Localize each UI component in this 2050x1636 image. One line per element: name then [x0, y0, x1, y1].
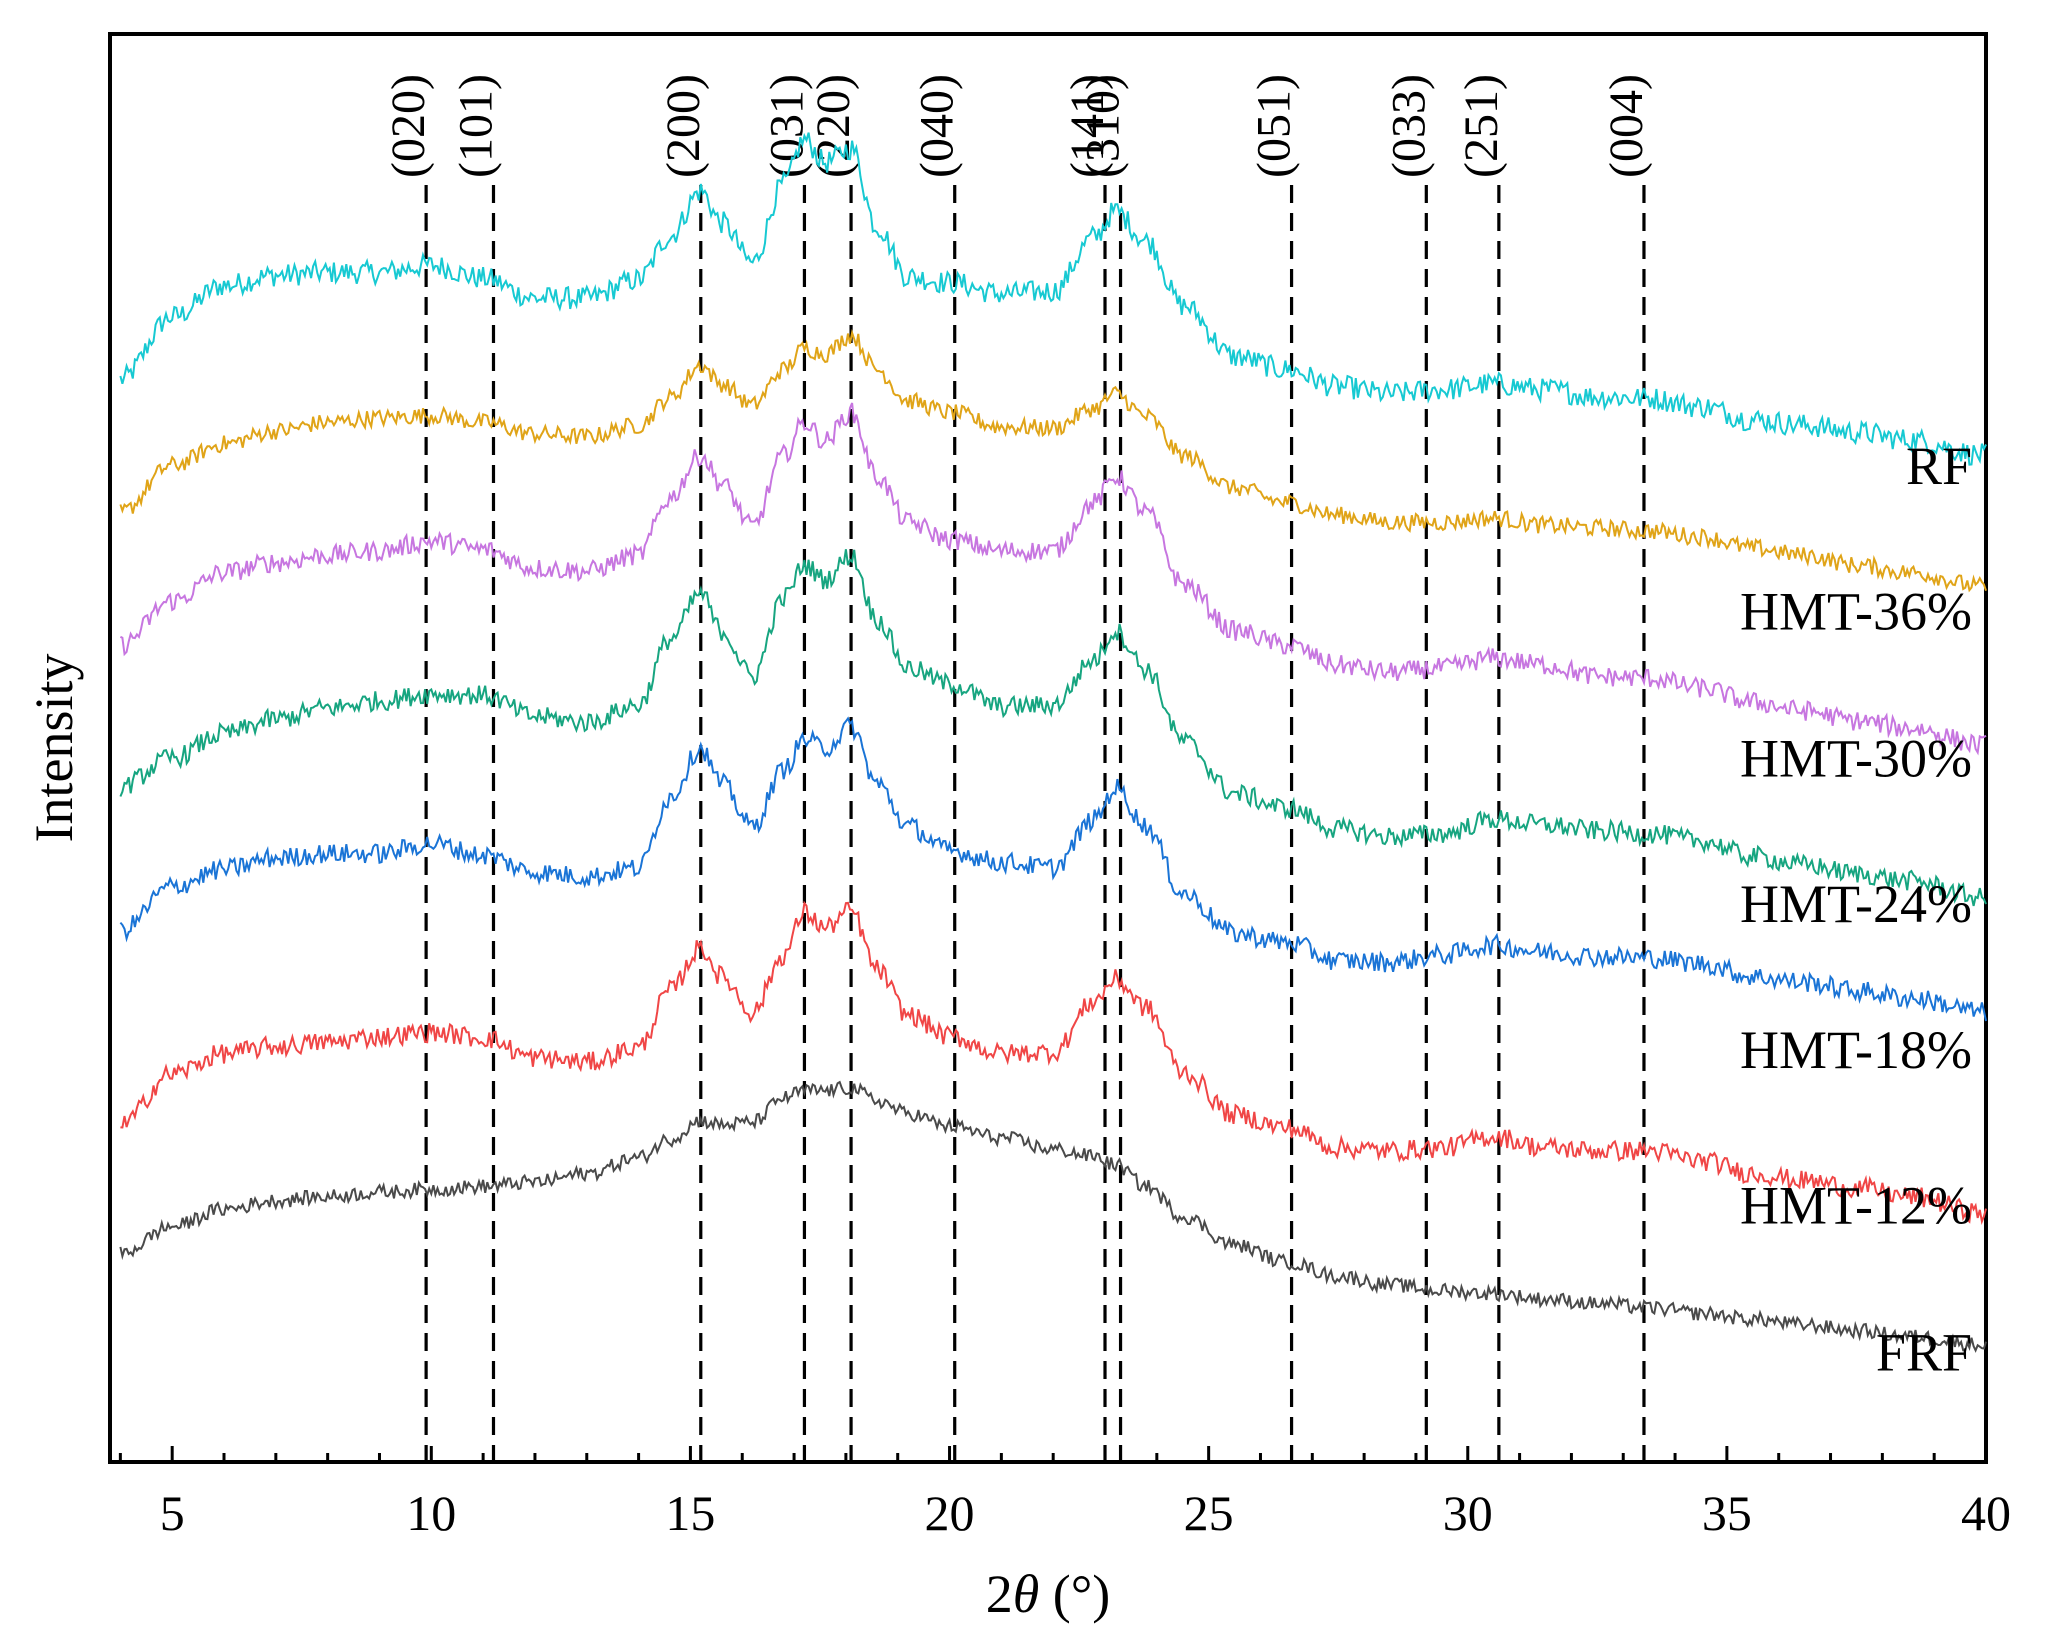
x-axis: 5 10 15 20 25 30 35 40 — [118, 1446, 2011, 1541]
series-line-4 — [119, 716, 1987, 1022]
ref-label-6: (141) — [1061, 74, 1114, 178]
ref-label-0: (020) — [382, 74, 435, 178]
series-line-1 — [119, 329, 1987, 593]
x-axis-title-prefix: 2 — [986, 1564, 1013, 1624]
x-axis-title: 2θ (°) — [986, 1564, 1111, 1624]
ref-label-4: (220) — [807, 74, 860, 178]
ref-label-2: (200) — [657, 74, 710, 178]
x-tick-label-6: 35 — [1702, 1485, 1752, 1541]
x-axis-title-suffix: (°) — [1039, 1564, 1110, 1624]
x-tick-label-5: 30 — [1443, 1485, 1493, 1541]
series-label-6: FRF — [1876, 1323, 1972, 1383]
series-line-5 — [120, 900, 1987, 1225]
series-label-3: HMT-24% — [1740, 874, 1972, 934]
ref-label-1: (101) — [449, 74, 502, 178]
series-label-5: HMT-12% — [1740, 1176, 1972, 1236]
x-axis-title-symbol: θ — [1013, 1564, 1040, 1624]
series-label-2: HMT-30% — [1740, 729, 1972, 789]
series-labels: RF HMT-36% HMT-30% HMT-24% HMT-18% HMT-12% FRF — [1740, 436, 1972, 1383]
ref-label-8: (051) — [1248, 74, 1301, 178]
plot-frame — [108, 32, 1988, 1464]
ref-label-5: (040) — [911, 74, 964, 178]
ref-label-7: (310) — [1077, 74, 1130, 178]
series-line-2 — [119, 402, 1987, 756]
x-tick-label-0: 5 — [160, 1485, 185, 1541]
series-lines — [119, 132, 1987, 1353]
x-tick-label-7: 40 — [1961, 1485, 2011, 1541]
x-tick-label-3: 20 — [925, 1485, 975, 1541]
ref-label-11: (004) — [1600, 74, 1653, 178]
x-tick-label-1: 10 — [406, 1485, 456, 1541]
series-label-1: HMT-36% — [1740, 581, 1972, 641]
ref-label-3: (031) — [760, 74, 813, 178]
ref-label-10: (251) — [1455, 74, 1508, 178]
series-line-3 — [119, 549, 1987, 907]
x-tick-label-2: 15 — [665, 1485, 715, 1541]
ref-label-9: (033) — [1382, 74, 1435, 178]
series-label-0: RF — [1906, 436, 1972, 496]
y-axis-title: Intensity — [24, 654, 84, 843]
series-line-0 — [119, 132, 1987, 466]
series-label-4: HMT-18% — [1740, 1020, 1972, 1080]
reference-lines: (020) (101) (200) (031)(220) (040) (141)(310)… — [382, 74, 1653, 1462]
series-line-6 — [119, 1080, 1987, 1353]
x-tick-label-4: 25 — [1184, 1485, 1234, 1541]
